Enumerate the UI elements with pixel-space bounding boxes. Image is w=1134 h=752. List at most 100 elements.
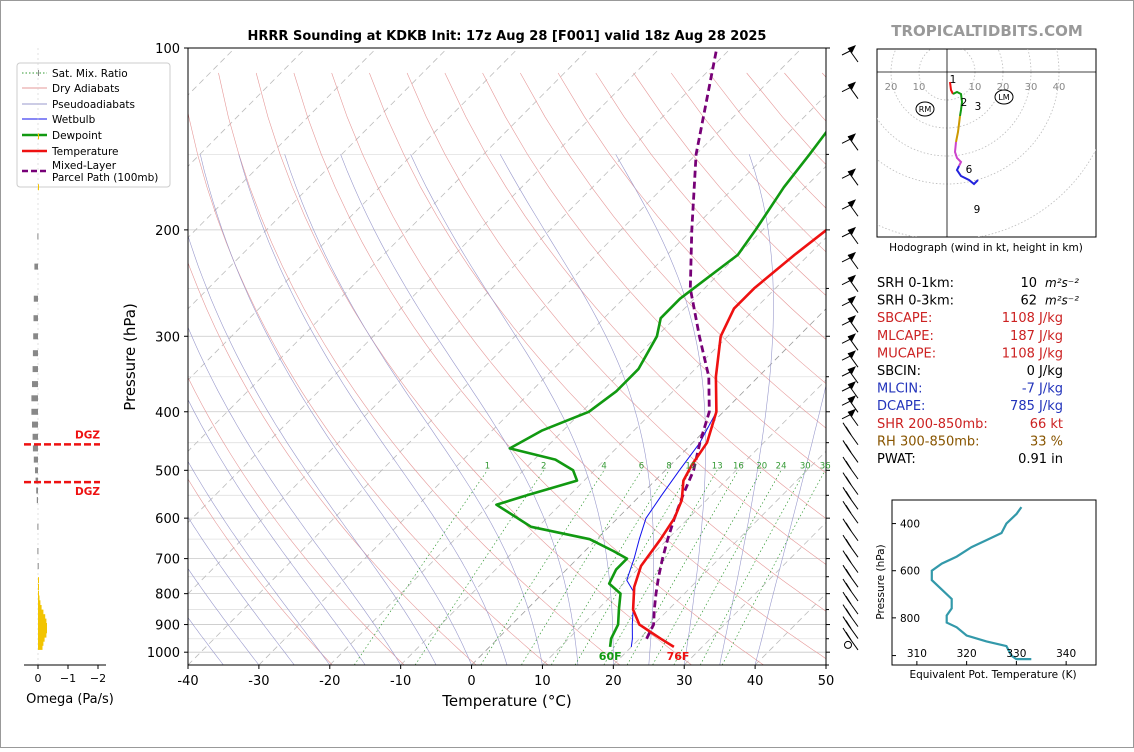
x-tick-label: -40	[177, 674, 198, 689]
brand-watermark: TROPICALTIDBITS.COM	[891, 22, 1083, 40]
hodograph-tick-label: 10	[913, 82, 926, 93]
legend-label: Dewpoint	[52, 130, 102, 142]
theta-e-x-tick-label: 330	[1006, 648, 1026, 660]
dgz-label: DGZ	[75, 486, 100, 498]
hodograph-tick-label: 40	[1053, 82, 1066, 93]
skew-t-legend: Sat. Mix. Ratio Dry Adiabats Pseudoadiabat…	[17, 63, 170, 187]
hodograph-caption: Hodograph (wind in kt, height in km)	[889, 242, 1083, 254]
theta-e-y-tick-label: 600	[900, 566, 920, 578]
theta-e-x-tick-label: 310	[907, 648, 927, 660]
mixing-ratio-label: 6	[639, 461, 644, 471]
omega-bar	[38, 584, 39, 590]
param-value: -7 J/kg	[1022, 382, 1063, 397]
legend-label-line: Mixed-Layer	[52, 160, 117, 172]
hodograph-height-label: 1	[950, 74, 957, 86]
skew-t-x-axis-label: Temperature (°C)	[441, 692, 571, 710]
param-value: 33 %	[1030, 434, 1063, 449]
hodograph-marker-label: LM	[998, 93, 1009, 102]
x-tick-label: 0	[467, 674, 475, 689]
x-tick-label: -20	[319, 674, 340, 689]
surface-temperature-label: 76F	[667, 650, 690, 663]
omega-x-axis-label: Omega (Pa/s)	[26, 692, 114, 707]
hodograph-frame	[877, 49, 1096, 237]
omega-tick-label: −2	[90, 672, 106, 685]
omega-bar	[37, 548, 38, 554]
mixing-ratio-label: 24	[776, 461, 787, 471]
param-label: SRH 0-3km:	[877, 294, 954, 309]
y-tick-label: 800	[155, 588, 180, 603]
omega-bar	[31, 395, 38, 401]
hodograph-height-label: 9	[974, 204, 981, 216]
theta-e-x-axis-label: Equivalent Pot. Temperature (K)	[909, 669, 1076, 681]
param-unit: m²s⁻²	[1045, 294, 1079, 308]
hodograph-marker-label: RM	[919, 105, 932, 114]
legend-label: Sat. Mix. Ratio	[52, 68, 128, 80]
param-label: PWAT:	[877, 452, 916, 467]
mixing-ratio-label: 1	[485, 461, 490, 471]
param-label: MLCIN:	[877, 382, 922, 397]
mixing-ratio-label: 2	[541, 461, 546, 471]
y-tick-label: 900	[155, 619, 180, 634]
omega-bar	[37, 233, 38, 239]
omega-bar	[38, 70, 39, 76]
omega-bar	[36, 488, 38, 494]
omega-bar	[34, 457, 38, 463]
legend-label: Dry Adiabats	[52, 83, 120, 95]
y-tick-label: 400	[155, 406, 180, 421]
omega-tick-label: −1	[60, 672, 76, 685]
skew-t-y-axis-label: Pressure (hPa)	[121, 303, 139, 411]
param-value: 1108 J/kg	[1002, 346, 1063, 361]
omega-bar	[31, 409, 38, 415]
param-label: SBCIN:	[877, 364, 921, 379]
mixing-ratio-label: 30	[800, 461, 811, 471]
omega-bar	[34, 264, 38, 270]
x-tick-label: 50	[818, 674, 835, 689]
omega-bar	[38, 184, 39, 190]
theta-e-y-axis-label: Pressure (hPa)	[875, 544, 887, 619]
omega-bar	[33, 434, 38, 440]
omega-tick-label: 0	[35, 672, 42, 685]
hodograph-tick-label: 10	[969, 82, 982, 93]
omega-bar	[33, 366, 38, 372]
omega-bar	[32, 422, 38, 428]
surface-dewpoint-label: 60F	[599, 650, 622, 663]
theta-e-x-tick-label: 320	[957, 648, 977, 660]
mixing-ratio-label: 16	[733, 461, 744, 471]
omega-bar	[38, 577, 39, 583]
theta-e-x-tick-label: 340	[1056, 648, 1076, 660]
omega-bar	[34, 315, 39, 321]
param-label: RH 300-850mb:	[877, 434, 980, 449]
param-value: 62	[1020, 294, 1037, 309]
y-tick-label: 200	[155, 224, 180, 239]
omega-bar	[35, 467, 38, 473]
theta-e-frame	[892, 500, 1096, 665]
omega-bar	[37, 524, 38, 530]
legend-label: Pseudoadiabats	[52, 99, 135, 111]
param-label: SBCAPE:	[877, 311, 932, 326]
omega-bar	[38, 133, 39, 139]
param-label: SRH 0-1km:	[877, 276, 954, 291]
param-value: 0.91 in	[1018, 452, 1063, 467]
hodograph-height-label: 3	[975, 101, 982, 113]
omega-bar	[38, 591, 39, 597]
omega-bar	[32, 381, 38, 387]
hodograph-tick-label: 30	[1025, 82, 1038, 93]
omega-bar	[33, 333, 38, 339]
omega-bar	[33, 350, 38, 356]
param-value: 10	[1020, 276, 1037, 291]
legend-label: Temperature	[51, 146, 119, 158]
param-unit: m²s⁻²	[1045, 276, 1079, 290]
param-value: 66 kt	[1030, 417, 1063, 432]
omega-bar	[38, 563, 39, 569]
hodograph-tick-label: 20	[885, 82, 898, 93]
x-tick-label: -30	[248, 674, 269, 689]
legend-label-line: Parcel Path (100mb)	[52, 172, 158, 184]
param-label: MLCAPE:	[877, 329, 934, 344]
y-tick-label: 1000	[147, 646, 180, 661]
omega-bar	[37, 497, 38, 503]
mixing-ratio-label: 36	[820, 461, 831, 471]
param-value: 785 J/kg	[1010, 399, 1063, 414]
